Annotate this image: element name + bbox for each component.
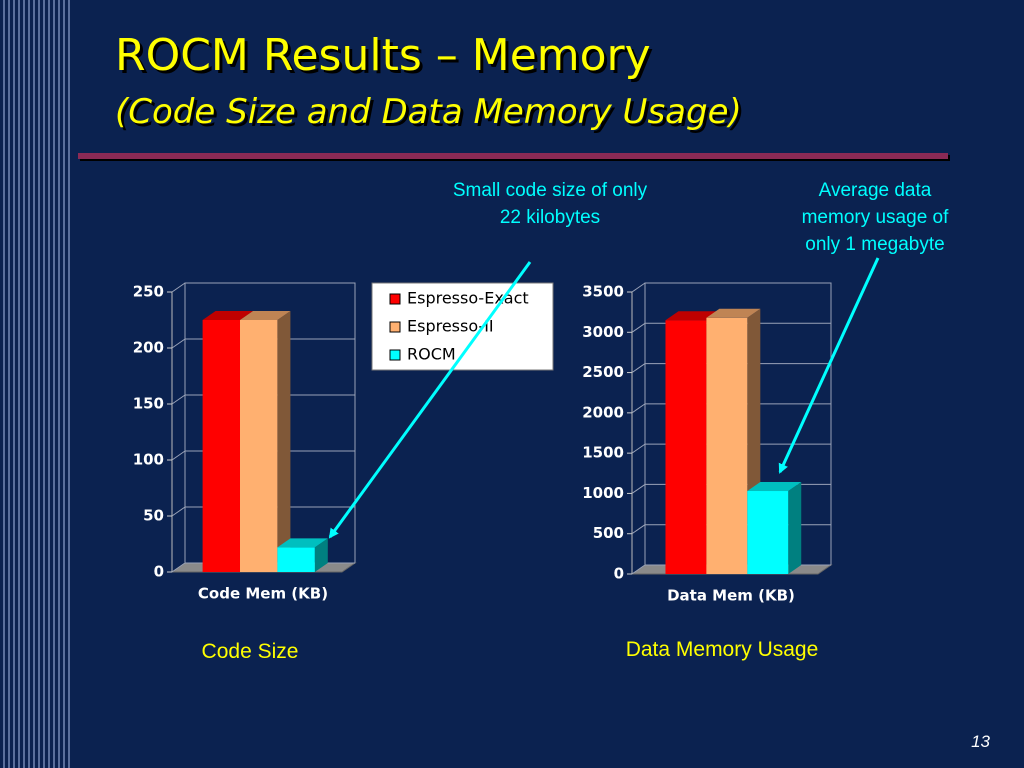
grid-line-side: [171, 506, 186, 517]
y-tick-label: 3000: [582, 323, 624, 341]
y-tick-label: 250: [133, 283, 164, 301]
bar-top: [202, 311, 253, 320]
legend-swatch: [389, 293, 401, 305]
bar-top: [706, 308, 761, 318]
bar-top: [747, 482, 802, 492]
grid-line-side: [631, 282, 646, 293]
slide-subtitle: (Code Size and Data Memory Usage): [115, 92, 742, 132]
y-tick-label: 3500: [582, 283, 624, 301]
grid-line-side: [631, 524, 646, 535]
divider: [78, 153, 948, 159]
bar-top: [665, 311, 720, 321]
grid-line-side: [631, 322, 646, 333]
bar-side: [314, 538, 328, 572]
grid-line-side: [171, 338, 186, 349]
y-tick-label: 2000: [582, 403, 624, 421]
bar: [747, 491, 789, 574]
bar: [665, 320, 707, 574]
grid-line-side: [171, 394, 186, 405]
bar-side: [788, 482, 802, 574]
y-tick-label: 1500: [582, 444, 624, 462]
caption: Data Memory Usage: [625, 638, 819, 661]
x-category-label: Code Mem (KB): [198, 585, 328, 603]
bar-top: [240, 311, 291, 320]
legend-label: ROCM: [407, 345, 456, 364]
y-tick-label: 500: [593, 524, 624, 542]
bar: [240, 320, 278, 572]
slide-title: ROCM Results – Memory: [115, 30, 651, 81]
caption: Code Size: [201, 640, 299, 663]
grid-line-side: [631, 363, 646, 373]
y-tick-label: 200: [133, 339, 164, 357]
grid-line-side: [171, 450, 186, 461]
legend-swatch: [389, 349, 401, 361]
page-number: 13: [971, 732, 990, 751]
bar: [706, 317, 748, 574]
grid-line-side: [631, 484, 646, 494]
grid-line-side: [171, 562, 186, 573]
decor-stripes: [0, 0, 72, 768]
legend-swatch: [389, 321, 401, 333]
y-tick-label: 0: [614, 565, 624, 583]
grid-line-side: [631, 403, 646, 414]
y-tick-label: 2500: [582, 363, 624, 381]
legend-label: Espresso-Exact: [407, 289, 529, 308]
y-tick-label: 1000: [582, 484, 624, 502]
annotation: Average data memory usage of only 1 mega…: [801, 180, 949, 255]
bar-side: [277, 311, 291, 572]
y-tick-label: 150: [133, 395, 164, 413]
grid-line-side: [171, 282, 186, 293]
grid-line-side: [631, 564, 646, 575]
annotation-arrow: [778, 257, 880, 474]
annotation: Small code size of only 22 kilobytes: [452, 180, 648, 228]
y-tick-label: 0: [154, 563, 164, 581]
legend-label: Espresso-II: [407, 317, 494, 336]
bar: [202, 320, 240, 572]
x-category-label: Data Mem (KB): [667, 587, 795, 605]
y-tick-label: 50: [143, 507, 164, 525]
bar-top: [277, 538, 328, 548]
y-tick-label: 100: [133, 451, 164, 469]
bar: [277, 547, 315, 572]
annotation-arrow: [328, 261, 532, 539]
grid-line-side: [631, 443, 646, 454]
